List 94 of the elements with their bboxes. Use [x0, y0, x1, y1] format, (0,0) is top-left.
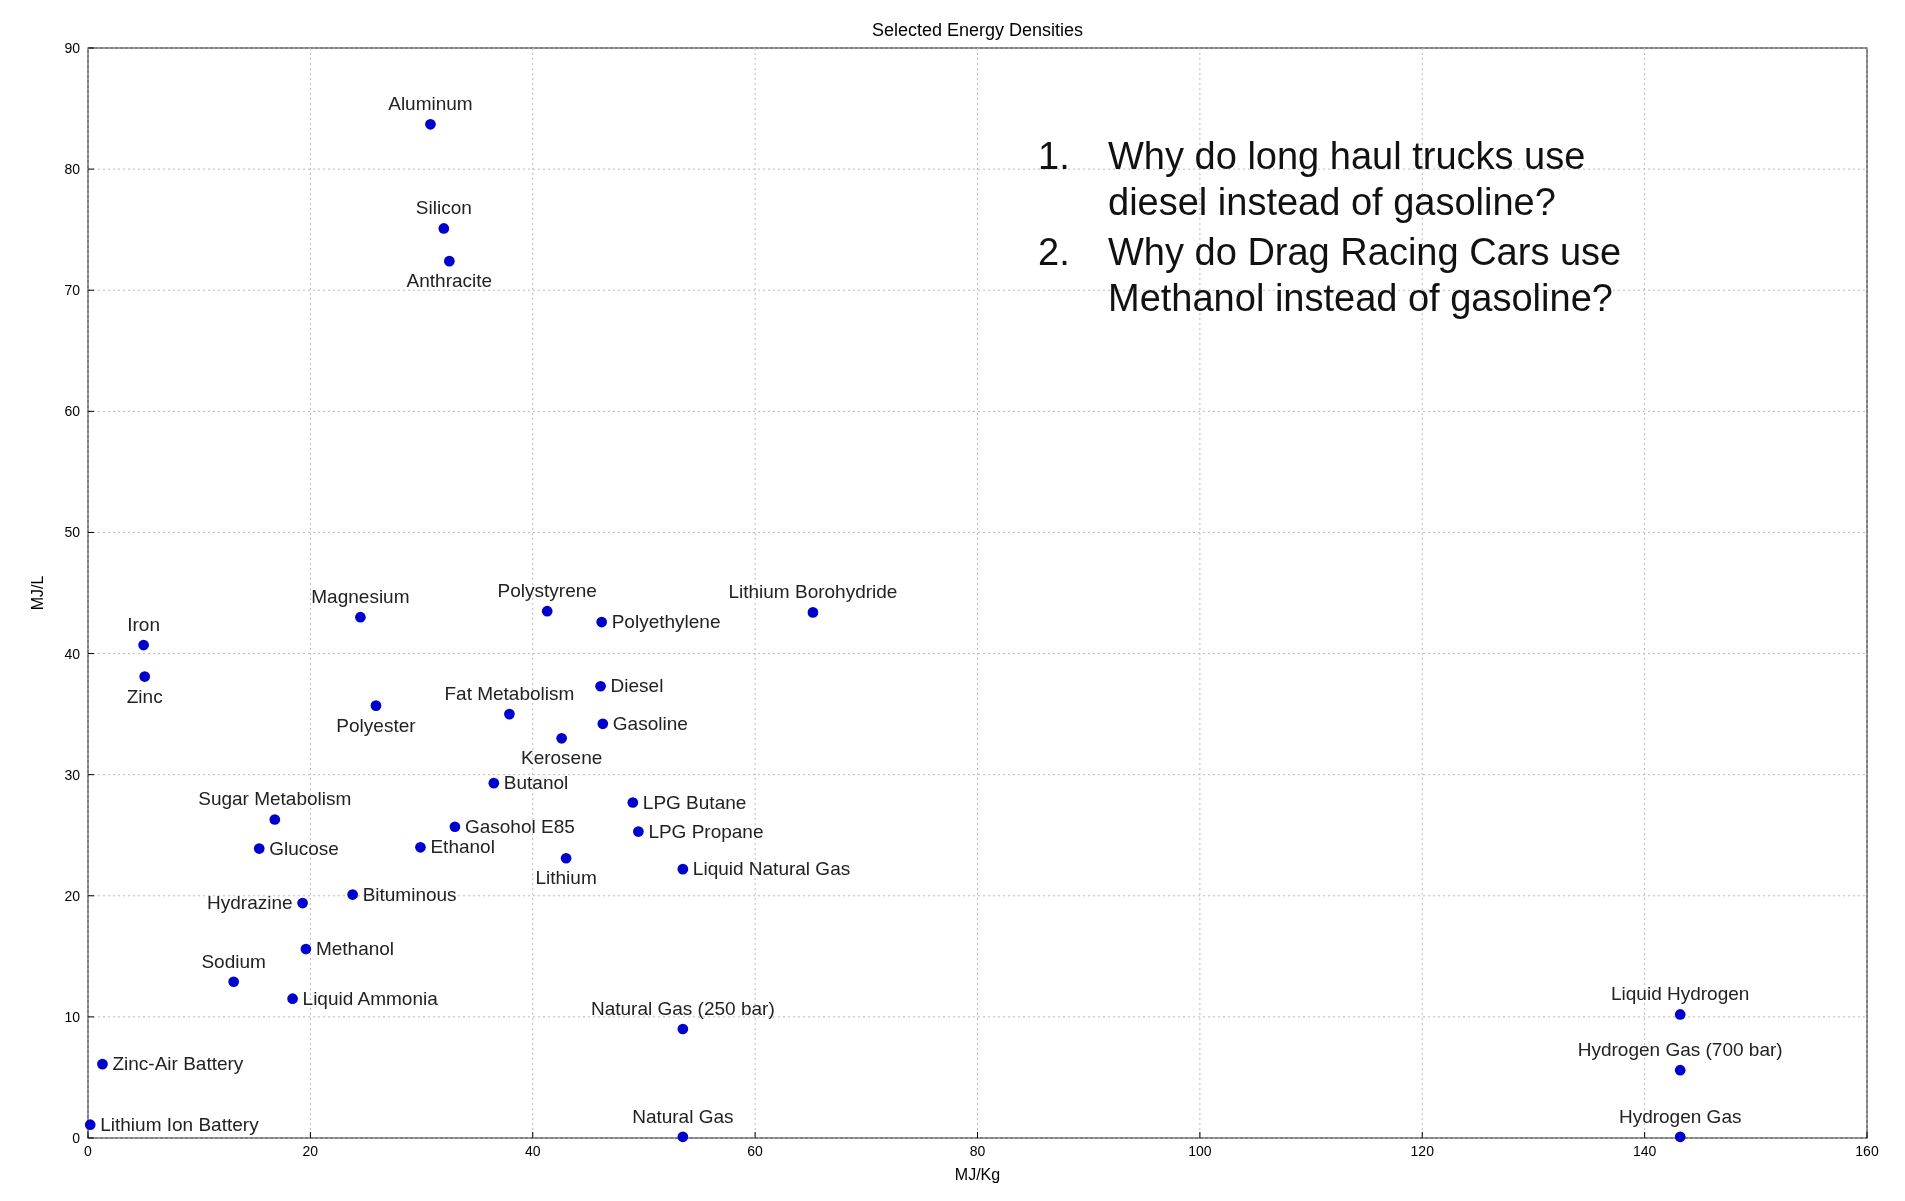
annotation: Fat Metabolism [444, 683, 575, 705]
annotation: Magnesium [311, 586, 410, 608]
y-tick-label: 70 [64, 282, 81, 299]
point [596, 616, 608, 628]
point [425, 118, 436, 130]
annotation: Gasohol E85 [464, 815, 575, 837]
point [84, 1119, 96, 1131]
point [444, 255, 455, 267]
point [504, 708, 515, 720]
annotation: Butanol [503, 772, 569, 794]
x-tick-label: 40 [524, 1143, 541, 1159]
annotation: Sodium [201, 950, 266, 972]
x-tick-label: 100 [1188, 1143, 1212, 1159]
y-tick-label: 10 [64, 1008, 81, 1025]
x-tick-label: 0 [84, 1143, 93, 1159]
y-axis-title: MJ/L [29, 575, 46, 611]
point [370, 700, 382, 711]
y-tick-label: 80 [64, 161, 81, 178]
y-tick-label: 0 [72, 1130, 81, 1146]
annotation: Natural Gas [632, 1105, 734, 1127]
annotation: Lithium [535, 867, 597, 889]
annotation: Silicon [415, 197, 472, 219]
point [597, 718, 609, 730]
x-tick-label: 60 [747, 1143, 764, 1159]
annotation: 1. Why do long haul trucks use diesel instead of gasoline? [1038, 135, 1586, 224]
annotation: Hydrogen Gas (700 bar) [1577, 1039, 1783, 1061]
annotation: Lithium Borohydride [728, 581, 898, 603]
y-tick-label: 90 [64, 40, 81, 56]
annotation: Lithium Ion Battery [100, 1113, 260, 1135]
point [677, 1023, 689, 1035]
point [347, 889, 358, 900]
annotation: Glucose [269, 837, 339, 859]
point [1674, 1131, 1686, 1143]
point [138, 639, 149, 651]
annotation: Polyester [336, 714, 417, 736]
annotation: LPG Propane [648, 820, 764, 842]
x-tick-label: 120 [1410, 1143, 1435, 1159]
annotation: Liquid Natural Gas [692, 858, 851, 880]
point [595, 680, 606, 692]
annotation: Aluminum [388, 93, 473, 115]
point [541, 605, 553, 617]
point [300, 943, 312, 955]
point [139, 671, 151, 682]
annotation: Polystyrene [497, 580, 597, 602]
point [97, 1058, 108, 1070]
x-tick-label: 140 [1632, 1143, 1657, 1159]
annotation: Gasoline [612, 712, 688, 734]
annotation: Anthracite [406, 270, 493, 292]
annotation: Liquid Hydrogen [1611, 983, 1750, 1005]
point [556, 732, 568, 744]
point [355, 611, 366, 623]
point [560, 852, 572, 864]
point [269, 814, 281, 825]
annotation: Bituminous [362, 883, 457, 905]
annotation: Diesel [610, 675, 664, 697]
annotation: Kerosene [520, 747, 603, 769]
x-tick-label: 160 [1855, 1143, 1879, 1159]
point [438, 223, 450, 234]
annotation: Ethanol [430, 836, 495, 858]
point [1674, 1064, 1686, 1076]
point [297, 897, 308, 909]
annotation: LPG Butane [642, 791, 747, 813]
point [415, 841, 426, 853]
annotation: Sugar Metabolism [198, 788, 352, 810]
y-tick-label: 40 [64, 645, 81, 662]
y-tick-label: 60 [64, 403, 81, 420]
annotation: Natural Gas (250 bar) [590, 998, 775, 1019]
point [807, 607, 819, 618]
annotation: Hydrogen Gas [1618, 1105, 1742, 1127]
point [633, 826, 644, 837]
point [677, 863, 689, 875]
point [627, 797, 639, 808]
x-axis-title: MJ/Kg [954, 1166, 1001, 1183]
y-tick-label: 20 [64, 887, 81, 904]
point [287, 993, 298, 1005]
x-tick-label: 20 [302, 1143, 319, 1159]
y-tick-label: 30 [64, 766, 81, 783]
point [449, 821, 461, 833]
point [228, 976, 240, 988]
x-tick-label: 80 [969, 1143, 986, 1159]
annotation: Liquid Ammonia [302, 987, 439, 1009]
annotation: Polyethylene [611, 611, 721, 633]
annotation: Iron [127, 614, 160, 636]
chart-title: Selected Energy Densities [871, 20, 1084, 40]
point [488, 777, 500, 789]
point [677, 1131, 689, 1143]
y-tick-label: 50 [64, 524, 81, 541]
point [253, 843, 265, 854]
annotation: Zinc-Air Battery [112, 1053, 244, 1075]
annotation: Hydrazine [207, 892, 293, 914]
annotation: Methanol [315, 938, 395, 960]
annotation: Zinc [126, 685, 163, 707]
point [1674, 1009, 1686, 1020]
annotation: 2. Why do Drag Racing Cars use Methanol instead of gasoline? [1038, 231, 1622, 320]
